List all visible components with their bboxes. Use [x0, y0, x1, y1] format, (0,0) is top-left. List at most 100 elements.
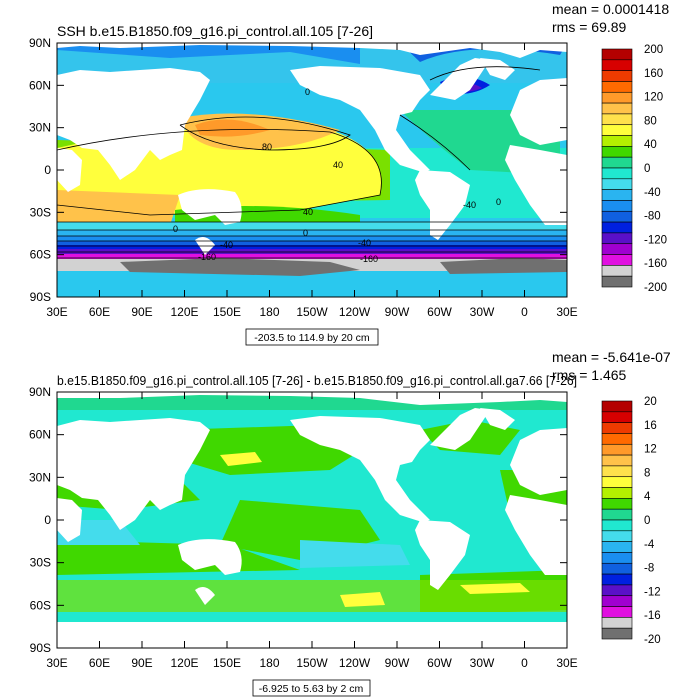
mean-label-2: mean = -5.641e-07: [552, 349, 671, 365]
colorbar-swatch: [601, 627, 633, 640]
colorbar-swatch: [601, 91, 633, 104]
colorbar-label: -200: [644, 282, 667, 294]
y-tick-label: 90S: [30, 290, 51, 304]
colorbar-swatch: [601, 498, 633, 510]
y-tick-label: 30S: [30, 556, 51, 570]
contour-label-12: 0: [496, 197, 501, 207]
so-deep-1: [120, 258, 360, 276]
kuroshio-core: [195, 119, 270, 137]
contour-label-9: -160: [198, 252, 216, 262]
x-tick-label: 90E: [131, 305, 152, 319]
colorbar-label: -80: [644, 211, 661, 223]
colorbar-swatch: [601, 146, 633, 158]
colorbar-swatch: [601, 167, 633, 180]
y-tick-label: 60S: [30, 598, 51, 612]
y-tick-label: 60N: [29, 428, 51, 442]
x-tick-label: 30E: [556, 305, 577, 319]
colorbar-swatch: [601, 48, 633, 61]
x-tick-label: 60W: [427, 656, 452, 670]
contour-label-8: -40: [358, 238, 371, 248]
y-tick-label: 60N: [29, 78, 51, 92]
colorbar-swatch: [601, 59, 633, 71]
x-tick-label: 30E: [46, 305, 67, 319]
colorbar-label: 12: [644, 444, 657, 456]
colorbar-label: -160: [644, 258, 667, 270]
so-deep-2: [440, 258, 567, 274]
map-field-2: [57, 392, 567, 648]
y-tick-label: 60S: [30, 248, 51, 262]
panel-2: mean = -5.641e-07 rms = 1.465 b.e15.B185…: [29, 349, 671, 697]
colorbar-label: -8: [644, 563, 654, 575]
colorbar-swatch: [601, 232, 633, 245]
x-tick-label: 30W: [470, 305, 495, 319]
colorbar-label: 0: [644, 163, 650, 175]
colorbar-label: 80: [644, 115, 657, 127]
colorbar-swatch: [601, 476, 633, 488]
colorbar-swatch: [601, 156, 633, 169]
colorbar-swatch: [601, 70, 633, 82]
x-tick-label: 120W: [339, 656, 371, 670]
colorbar-label: 0: [644, 515, 650, 527]
colorbar-swatch: [601, 595, 633, 607]
contour-label-2: 80: [262, 142, 272, 152]
indian-high: [57, 190, 180, 225]
range-label-2: -6.925 to 5.63 by 2 cm: [259, 683, 364, 695]
colorbar-label: 40: [644, 139, 657, 151]
title-2: b.e15.B1850.f09_g16.pi_control.all.105 […: [57, 373, 577, 388]
x-tick-label: 90E: [131, 656, 152, 670]
colorbar-swatch: [601, 422, 633, 434]
colorbar-swatch: [601, 124, 633, 136]
colorbar-label: -120: [644, 234, 667, 246]
y-tick-label: 30N: [29, 470, 51, 484]
colorbar-swatch: [601, 200, 633, 212]
y-tick-label: 0: [44, 513, 51, 527]
y-tick-label: 90S: [30, 641, 51, 655]
colorbar-swatch: [601, 400, 633, 413]
np-yellow-2: [220, 452, 262, 466]
x-tick-label: 90W: [385, 656, 410, 670]
x-tick-label: 120E: [170, 656, 198, 670]
colorbar-swatch: [601, 584, 633, 597]
colorbar-label: 20: [644, 396, 657, 408]
contour-label-6: 0: [303, 228, 308, 238]
x-tick-label: 0: [521, 305, 528, 319]
y-tick-label: 90N: [29, 36, 51, 50]
colorbar-swatch: [601, 465, 633, 478]
x-tick-label: 120E: [170, 305, 198, 319]
y-tick-label: 30S: [30, 205, 51, 219]
colorbar-swatch: [601, 541, 633, 553]
colorbar-swatch: [601, 189, 633, 201]
x-tick-label: 90W: [385, 305, 410, 319]
colorbar-swatch: [601, 443, 633, 456]
colorbar-swatch: [601, 221, 633, 234]
colorbar-swatch: [601, 178, 633, 190]
colorbar-swatch: [601, 411, 633, 423]
so-yellow-2: [340, 592, 385, 607]
colorbar-swatch: [601, 562, 633, 575]
x-tick-label: 150E: [213, 656, 241, 670]
x-tick-label: 180: [259, 305, 279, 319]
contour-label-5: 0: [173, 224, 178, 234]
x-tick-label: 30E: [556, 656, 577, 670]
colorbar-swatch: [601, 433, 633, 445]
so-band-5: [57, 245, 567, 250]
arctic-low: [57, 43, 360, 64]
colorbar-swatch: [601, 617, 633, 629]
x-axis-1: 30E 60E 90E 120E 150E 180 150W 120W 90W 60W 30W 0 30…: [46, 43, 578, 319]
rms-label-2: rms = 1.465: [552, 367, 627, 383]
contour-label-10: -160: [360, 254, 378, 264]
x-tick-label: 0: [521, 656, 528, 670]
land-1: [57, 43, 567, 255]
colorbar-label: 4: [644, 491, 651, 503]
colorbar-label: -4: [644, 539, 655, 551]
colorbar-swatch: [601, 606, 633, 618]
colorbar-label: 16: [644, 420, 657, 432]
colorbar-1: 200 160 120 80 40 0 -40 -80 -120 -160 -200: [601, 44, 667, 294]
colorbar-swatch: [601, 530, 633, 542]
contour-label-7: -40: [220, 240, 233, 250]
y-tick-label: 90N: [29, 385, 51, 399]
colorbar-swatch: [601, 265, 633, 277]
colorbar-label: -40: [644, 187, 661, 199]
x-tick-label: 120W: [339, 305, 371, 319]
